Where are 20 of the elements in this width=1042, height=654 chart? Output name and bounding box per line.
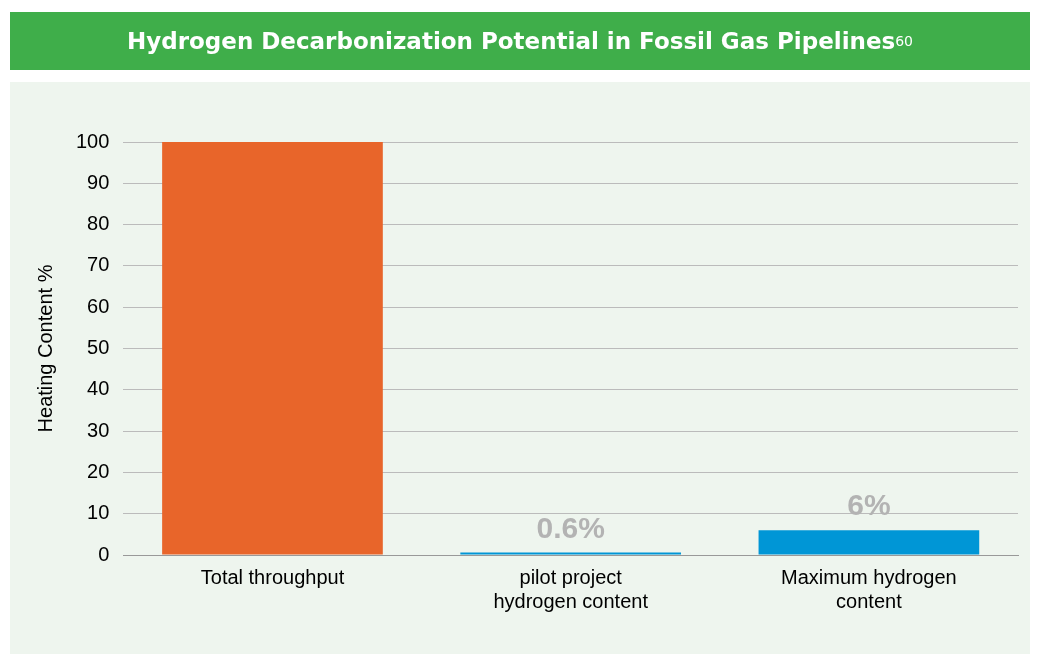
- y-tick-label: 40: [87, 377, 110, 400]
- x-tick-label: Maximum hydrogen content: [781, 565, 957, 612]
- y-tick-label: 100: [75, 129, 110, 152]
- bar: [162, 142, 383, 555]
- data-label: 6%: [847, 488, 891, 522]
- y-tick-label: 0: [98, 542, 110, 565]
- y-tick-label: 80: [87, 212, 110, 235]
- bar: [758, 530, 980, 555]
- data-label: 0.6%: [536, 510, 605, 544]
- y-tick-label: 90: [87, 170, 110, 193]
- x-tick-label: pilot project hydrogen content: [493, 565, 649, 612]
- y-tick-label: 70: [87, 253, 110, 276]
- y-tick-label: 20: [87, 459, 110, 482]
- x-tick-label: Total throughput: [200, 565, 345, 588]
- y-tick-label: 50: [87, 336, 110, 359]
- y-tick-label: 30: [87, 418, 110, 441]
- chart-title: Hydrogen Decarbonization Potential in Fossil Gas Pipelines$^{60}$: [10, 12, 1030, 70]
- y-tick-label: 10: [87, 501, 110, 524]
- y-axis-title: Heating Content %: [33, 264, 56, 433]
- y-tick-label: 60: [87, 294, 110, 317]
